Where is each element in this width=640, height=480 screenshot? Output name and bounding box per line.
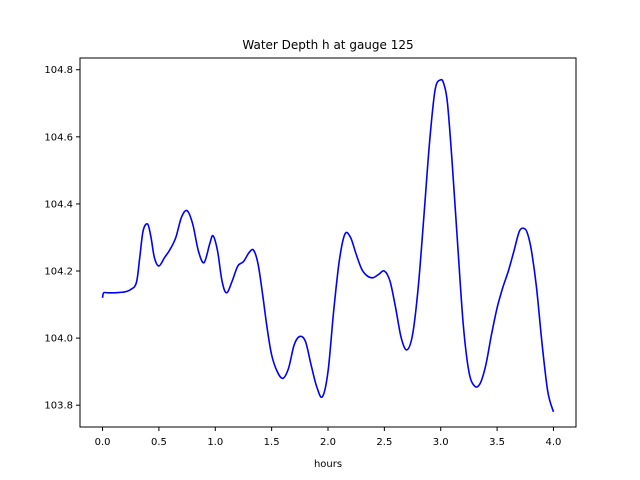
x-tick-label: 3.5 — [489, 437, 505, 448]
x-tick-label: 3.0 — [433, 437, 449, 448]
x-tick-label: 1.0 — [207, 437, 223, 448]
y-tick-label: 104.6 — [44, 132, 73, 143]
y-tick-label: 104.2 — [44, 267, 73, 278]
x-tick-label: 2.0 — [320, 437, 336, 448]
x-axis: 0.0 0.5 1.0 1.5 2.0 2.5 3.0 3.5 4.0 — [95, 427, 562, 448]
x-tick-label: 1.5 — [264, 437, 280, 448]
chart-title: Water Depth h at gauge 125 — [242, 38, 413, 52]
x-tick-label: 0.5 — [151, 437, 167, 448]
y-tick-label: 103.8 — [44, 401, 73, 412]
y-tick-label: 104.4 — [44, 199, 73, 210]
x-tick-label: 0.0 — [95, 437, 111, 448]
y-tick-label: 104.8 — [44, 65, 73, 76]
y-tick-label: 104.0 — [44, 334, 73, 345]
y-axis: 103.8 104.0 104.2 104.4 104.6 104.8 — [44, 65, 80, 412]
series-layer — [101, 78, 555, 413]
x-tick-label: 2.5 — [376, 437, 392, 448]
x-tick-label: 4.0 — [546, 437, 562, 448]
series-line — [101, 78, 555, 413]
x-axis-label: hours — [314, 459, 342, 470]
